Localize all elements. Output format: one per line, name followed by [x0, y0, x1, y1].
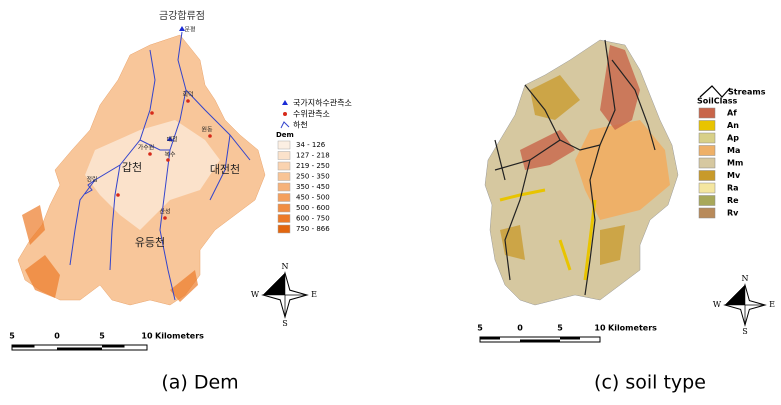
legend-label: Mv [727, 171, 741, 180]
legend-label: 350 - 450 [296, 183, 330, 191]
scale-label: 5 [99, 332, 105, 341]
legend-swatch [278, 162, 290, 170]
compass-n: N [742, 274, 749, 283]
legend-swatch [699, 133, 715, 143]
legend-swatch [278, 194, 290, 202]
legend-swatch [699, 208, 715, 218]
legend-label: 750 - 866 [296, 225, 330, 233]
stream-name: 갑천 [122, 160, 142, 174]
scale-segment [560, 337, 580, 340]
legend-label: Ra [727, 184, 739, 193]
station-label: 정림 [86, 176, 97, 184]
legend-label: Streams [728, 88, 766, 97]
legend-symbol [281, 122, 289, 128]
legend-label: Af [727, 109, 737, 118]
scale-label: 10 [594, 324, 606, 333]
figure: 금강합류점문평회덕원동대청가수원복수정림산성 갑천 대전천유등천 국가지하수관측소수위… [0, 0, 781, 401]
station-label: 산성 [159, 208, 170, 216]
scale-segment [12, 345, 35, 348]
scale-unit: Kilometers [608, 324, 657, 333]
legend-symbol [700, 86, 730, 97]
scale-segment [57, 348, 102, 351]
legend-swatch [699, 108, 715, 118]
scale-segment [480, 337, 500, 340]
legend-label: 수위관측소 [293, 109, 330, 119]
scale-label: 5 [557, 324, 563, 333]
legend-label: 127 - 218 [296, 152, 330, 160]
legend-swatch [699, 146, 715, 156]
legend-label: Rv [727, 209, 739, 218]
compass-shade [263, 273, 307, 317]
station-label: 대청 [166, 136, 177, 144]
legend-swatch [699, 183, 715, 193]
caption: (c) soil type [594, 372, 706, 394]
legend-label: 450 - 500 [296, 194, 330, 202]
legend-label: 250 - 350 [296, 173, 330, 181]
legend-label: An [727, 121, 739, 130]
legend-label: Re [727, 196, 739, 205]
compass-e: E [769, 300, 775, 309]
legend-label: Mm [727, 159, 743, 168]
station-label: 가수원 [138, 144, 155, 152]
scale-segment [102, 345, 125, 348]
compass-e: E [311, 290, 317, 299]
station-label: 복수 [164, 152, 176, 159]
legend-swatch [699, 196, 715, 206]
compass-s: S [282, 319, 287, 328]
legend-swatch [699, 158, 715, 168]
scale-label: 0 [517, 324, 523, 333]
legend-swatch [278, 204, 290, 212]
stream-name: 유등천 [135, 235, 165, 249]
legend-label: 국가지하수관측소 [293, 98, 352, 108]
legend-label: 600 - 750 [296, 215, 330, 223]
legend-swatch [699, 121, 715, 131]
legend-swatch [699, 171, 715, 181]
legend-swatch [278, 183, 290, 191]
legend-swatch [278, 152, 290, 160]
legend-label: 하천 [293, 120, 308, 130]
legend-label: 500 - 600 [296, 204, 330, 212]
legend-title: SoilClass [697, 97, 738, 106]
compass-w: W [251, 290, 260, 299]
scale-label: 5 [477, 324, 483, 333]
legend-swatch [278, 141, 290, 149]
legend-label: 34 - 126 [296, 141, 326, 149]
scale-label: 10 [141, 332, 153, 341]
scale-unit: Kilometers [155, 332, 204, 341]
legend-swatch [278, 173, 290, 181]
confluence-label: 금강합류점 [159, 10, 205, 22]
legend-swatch [278, 225, 290, 233]
compass-n: N [282, 262, 289, 271]
stream-name: 대전천 [210, 162, 240, 176]
legend-label: Ma [727, 146, 740, 155]
compass-w: W [713, 300, 722, 309]
station-label: 회덕 [182, 91, 193, 99]
caption: (a) Dem [161, 372, 238, 394]
compass-shade [725, 285, 765, 325]
legend-label: Ap [727, 134, 739, 143]
station-label: 문평 [184, 26, 195, 34]
compass-s: S [742, 327, 747, 336]
legend-title: Dem [276, 131, 294, 139]
station-label: 원동 [201, 126, 213, 134]
legend-symbol [282, 100, 288, 105]
legend-swatch [278, 215, 290, 223]
scale-label: 5 [9, 332, 15, 341]
legend-symbol [283, 112, 287, 116]
legend-label: 219 - 250 [296, 162, 330, 170]
scale-label: 0 [54, 332, 60, 341]
scale-segment [520, 340, 560, 343]
